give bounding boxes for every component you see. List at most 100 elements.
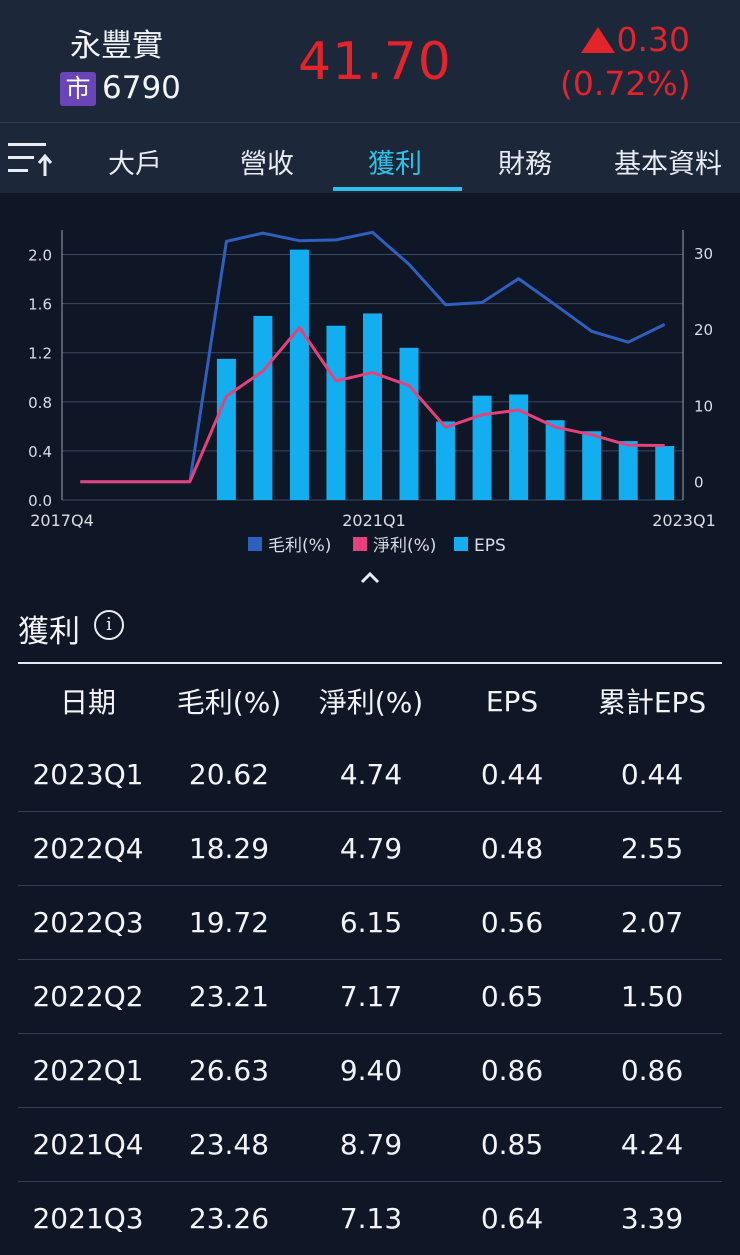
cell-date: 2022Q3 (32, 906, 144, 939)
right-axis-tick: 20 (694, 321, 713, 339)
legend-swatch (454, 537, 468, 551)
eps-bar (436, 421, 456, 500)
change-percent: (0.72%) (560, 64, 691, 103)
stock-header: 永豐實 市 6790 41.70 0.30 (0.72%) (0, 0, 740, 123)
cell-cumulative-eps: 1.50 (620, 980, 684, 1013)
table-row[interactable]: 2022Q3 19.72 6.15 0.56 2.07 (18, 886, 722, 960)
stock-name: 永豐實 (70, 28, 163, 64)
left-axis-tick: 0.8 (28, 394, 52, 412)
cell-eps: 0.64 (480, 1202, 544, 1235)
tab-bar: 大戶 營收 獲利 財務 基本資料 (0, 123, 740, 193)
eps-bar (472, 395, 492, 500)
tab-major-holders[interactable]: 大戶 (108, 149, 162, 180)
cell-cumulative-eps: 0.86 (620, 1054, 684, 1087)
stock-price: 41.70 (298, 32, 452, 92)
cell-eps: 0.86 (480, 1054, 544, 1087)
legend-label: 淨利(%) (373, 536, 436, 556)
cell-net-margin: 4.79 (339, 832, 403, 865)
cell-gross-margin: 23.26 (188, 1202, 270, 1235)
profit-table: 日期 毛利(%) 淨利(%) EPS 累計EPS 2023Q1 20.62 4.… (18, 664, 722, 1255)
cell-eps: 0.56 (480, 906, 544, 939)
cell-date: 2022Q4 (32, 832, 144, 865)
cell-date: 2022Q1 (32, 1054, 144, 1087)
active-tab-indicator (333, 187, 462, 191)
cell-net-margin: 6.15 (339, 906, 403, 939)
header-date[interactable]: 日期 (59, 686, 116, 719)
chevron-up-icon[interactable] (356, 568, 384, 588)
table-row[interactable]: 2021Q4 23.48 8.79 0.85 4.24 (18, 1108, 722, 1182)
eps-bar (399, 347, 419, 500)
legend-label: 毛利(%) (268, 536, 331, 556)
table-row[interactable]: 2022Q4 18.29 4.79 0.48 2.55 (18, 812, 722, 886)
cell-gross-margin: 20.62 (188, 758, 270, 791)
table-row[interactable]: 2022Q1 26.63 9.40 0.86 0.86 (18, 1034, 722, 1108)
market-badge: 市 (60, 72, 96, 106)
cell-gross-margin: 19.72 (188, 906, 270, 939)
cell-gross-margin: 18.29 (188, 832, 270, 865)
left-axis-tick: 1.6 (28, 296, 52, 314)
tab-profit[interactable]: 獲利 (368, 149, 422, 180)
cell-date: 2021Q4 (32, 1128, 144, 1161)
tab-basic-info[interactable]: 基本資料 (614, 149, 722, 180)
legend-swatch (248, 537, 262, 551)
header-cumulative-eps[interactable]: 累計EPS (597, 686, 707, 719)
table-header: 日期 毛利(%) 淨利(%) EPS 累計EPS (18, 664, 722, 738)
eps-bar (363, 313, 382, 500)
cell-date: 2022Q2 (32, 980, 144, 1013)
sort-menu-icon[interactable] (6, 139, 54, 179)
tab-revenue[interactable]: 營收 (240, 149, 294, 180)
eps-bar (618, 441, 638, 500)
right-axis-tick: 10 (694, 397, 713, 415)
left-axis-tick: 0.0 (28, 492, 52, 510)
cell-eps: 0.85 (480, 1128, 544, 1161)
info-icon[interactable]: i (94, 610, 124, 640)
eps-bar (545, 420, 565, 500)
table-row[interactable]: 2021Q3 23.26 7.13 0.64 3.39 (18, 1182, 722, 1255)
x-axis-tick: 2021Q1 (342, 511, 406, 530)
cell-eps: 0.65 (480, 980, 544, 1013)
table-row[interactable]: 2023Q1 20.62 4.74 0.44 0.44 (18, 738, 722, 812)
cell-cumulative-eps: 2.55 (620, 832, 684, 865)
legend-label: EPS (474, 536, 506, 556)
cell-gross-margin: 23.48 (188, 1128, 270, 1161)
header-gross-margin[interactable]: 毛利(%) (176, 686, 282, 719)
eps-bar (216, 358, 236, 500)
cell-net-margin: 7.17 (339, 980, 403, 1013)
cell-date: 2021Q3 (32, 1202, 144, 1235)
right-axis-tick: 0 (694, 474, 704, 492)
cell-eps: 0.44 (480, 758, 544, 791)
right-axis-tick: 30 (694, 245, 713, 263)
eps-bar (289, 249, 309, 500)
left-axis-tick: 2.0 (28, 247, 52, 265)
x-axis-tick: 2017Q4 (30, 511, 94, 530)
x-axis-tick: 2023Q1 (652, 511, 716, 530)
section-divider (18, 662, 722, 664)
header-eps[interactable]: EPS (485, 684, 539, 718)
left-axis-tick: 1.2 (28, 345, 52, 363)
stock-code: 6790 (102, 70, 181, 106)
profit-chart[interactable]: 0.0 0.4 0.8 1.2 1.6 2.0 0 10 20 30 2017Q4 2021Q1 202… (0, 195, 740, 595)
header-net-margin[interactable]: 淨利(%) (318, 686, 424, 719)
eps-bar (253, 315, 273, 500)
eps-bar (582, 431, 602, 500)
cell-net-margin: 4.74 (339, 758, 403, 791)
cell-net-margin: 7.13 (339, 1202, 403, 1235)
left-axis-tick: 0.4 (28, 443, 52, 461)
eps-bar (655, 446, 675, 500)
eps-bar (326, 325, 346, 500)
cell-net-margin: 8.79 (339, 1128, 403, 1161)
cell-date: 2023Q1 (32, 758, 144, 791)
cell-eps: 0.48 (480, 832, 544, 865)
cell-cumulative-eps: 0.44 (620, 758, 684, 791)
cell-cumulative-eps: 2.07 (620, 906, 684, 939)
price-change: 0.30 (0.72%) (560, 20, 691, 104)
legend-swatch (353, 537, 367, 551)
section-title: 獲利 (18, 614, 80, 650)
table-row[interactable]: 2022Q2 23.21 7.17 0.65 1.50 (18, 960, 722, 1034)
cell-cumulative-eps: 4.24 (620, 1128, 684, 1161)
cell-gross-margin: 26.63 (188, 1054, 270, 1087)
cell-cumulative-eps: 3.39 (620, 1202, 684, 1235)
change-value: 0.30 (616, 20, 690, 59)
tab-finance[interactable]: 財務 (498, 149, 552, 180)
cell-gross-margin: 23.21 (188, 980, 270, 1013)
